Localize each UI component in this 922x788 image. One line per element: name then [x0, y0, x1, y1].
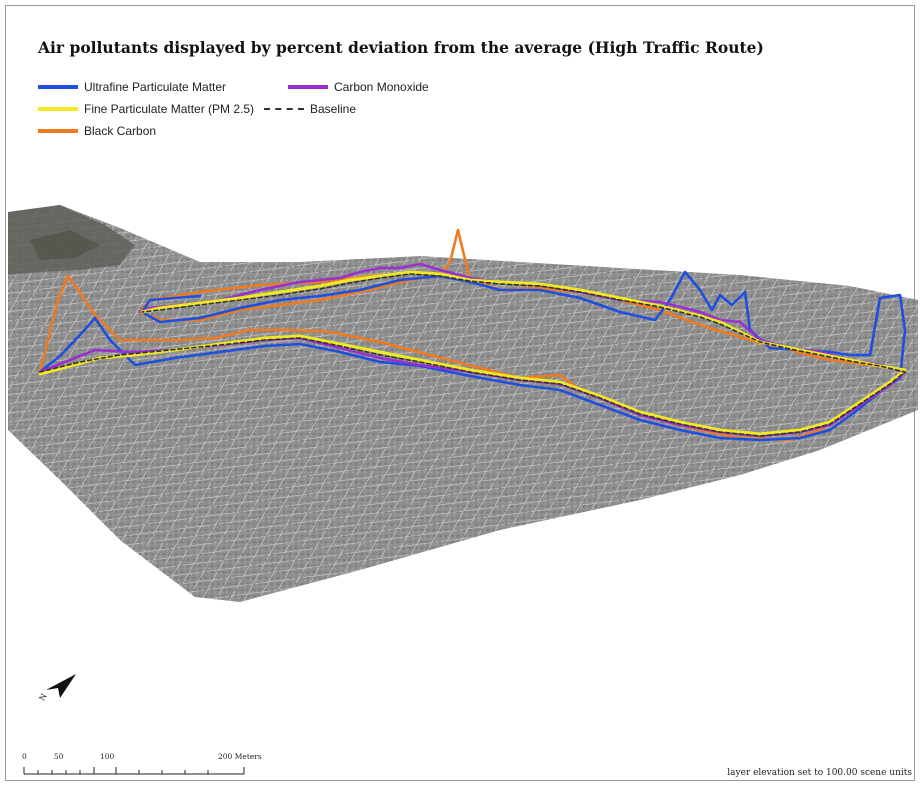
- trace-pm25: [38, 270, 907, 436]
- pollutant-traces: [38, 228, 907, 442]
- trace-ultrafine: [38, 270, 907, 442]
- legend-label-baseline: Baseline: [310, 102, 357, 116]
- legend-swatch-pm25: [38, 107, 78, 111]
- north-label: N: [38, 692, 49, 702]
- legend-item-black-carbon: Black Carbon: [38, 124, 156, 138]
- trace-baseline: [39, 273, 906, 437]
- legend-swatch-carbon-monoxide: [288, 85, 328, 89]
- aerial-terrain: [8, 205, 918, 602]
- legend-swatch-baseline: [264, 108, 304, 110]
- north-arrow-icon: N: [38, 674, 76, 702]
- scale-tick-0: 0: [22, 752, 27, 761]
- legend-item-carbon-monoxide: Carbon Monoxide: [288, 80, 429, 94]
- legend-label-black-carbon: Black Carbon: [84, 124, 157, 138]
- legend-label-carbon-monoxide: Carbon Monoxide: [334, 80, 429, 94]
- map-title: Air pollutants displayed by percent devi…: [38, 38, 764, 57]
- legend-swatch-black-carbon: [38, 129, 78, 133]
- legend-label-ultrafine: Ultrafine Particulate Matter: [84, 80, 227, 94]
- legend-item-pm25: Fine Particulate Matter (PM 2.5): [38, 102, 254, 116]
- elevation-note: layer elevation set to 100.00 scene unit…: [727, 768, 912, 778]
- legend-item-ultrafine: Ultrafine Particulate Matter: [38, 80, 226, 94]
- legend-swatch-ultrafine: [38, 85, 78, 89]
- scale-bar: 0 50 100 200 Meters: [22, 752, 262, 782]
- scale-tick-200: 200 Meters: [218, 752, 262, 761]
- legend-label-pm25: Fine Particulate Matter (PM 2.5): [84, 102, 255, 116]
- scale-tick-50: 50: [54, 752, 64, 761]
- scale-tick-100: 100: [100, 752, 115, 761]
- scale-bar-line: [23, 767, 245, 775]
- legend-item-baseline: Baseline: [264, 102, 356, 116]
